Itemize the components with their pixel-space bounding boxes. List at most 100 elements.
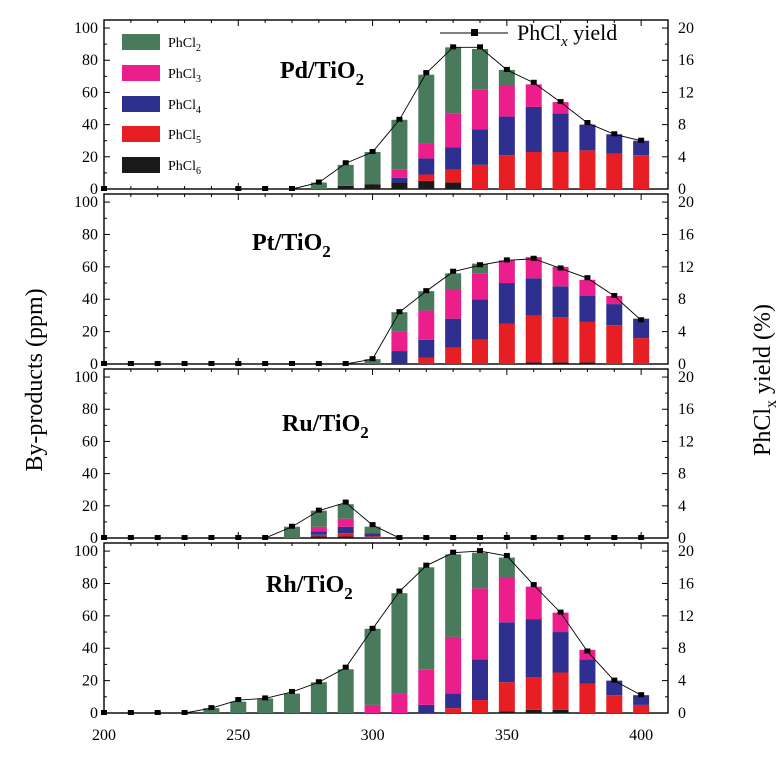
- yield-point: [396, 116, 403, 122]
- yield-point: [315, 361, 322, 366]
- yield-point: [450, 44, 457, 50]
- legend-swatch-phcl5: [122, 126, 160, 142]
- right-tick-label: 0: [678, 705, 686, 722]
- bar-phcl5: [498, 323, 515, 364]
- right-tick-label: 0: [678, 181, 686, 198]
- yield-point: [477, 535, 483, 540]
- bar-phcl3: [525, 586, 542, 620]
- yield-point: [369, 356, 376, 362]
- panel-title: Pt/TiO2: [252, 230, 331, 261]
- x-tick-label: 200: [92, 727, 116, 744]
- bar-phcl2: [445, 554, 462, 637]
- yield-point: [557, 265, 564, 271]
- bar-phcl5: [364, 536, 381, 538]
- yield-point: [396, 309, 403, 315]
- bar-phcl3: [579, 649, 596, 660]
- bar-phcl2: [284, 693, 300, 713]
- bar-phcl5: [445, 347, 462, 364]
- right-tick-label: 16: [678, 401, 694, 418]
- panels: 020406080100048121620Pd/TiO2020406080100…: [74, 19, 694, 744]
- left-tick-label: 40: [82, 117, 98, 134]
- bar-phcl5: [579, 150, 596, 189]
- bar-phcl5: [525, 315, 542, 363]
- bar-phcl2: [337, 669, 354, 713]
- bar-phcl5: [418, 357, 435, 364]
- left-tick-label: 60: [82, 433, 98, 450]
- bar-phcl4: [418, 158, 435, 175]
- x-tick-label: 300: [361, 727, 385, 744]
- bar-phcl4: [418, 339, 435, 358]
- yield-point: [611, 293, 618, 298]
- bar-phcl4: [310, 531, 327, 535]
- bar-phcl2: [472, 552, 488, 589]
- bar-phcl6: [579, 362, 596, 364]
- bar-phcl3: [525, 257, 542, 279]
- legend-yield-label: PhClx yield: [517, 20, 617, 50]
- bar-phcl2: [310, 182, 327, 189]
- left-tick-label: 60: [82, 84, 98, 101]
- right-tick-label: 8: [678, 291, 686, 308]
- left-tick-label: 80: [82, 401, 98, 418]
- yield-point: [638, 535, 645, 540]
- bar-phcl4: [337, 526, 354, 534]
- bar-phcl4: [579, 124, 596, 151]
- yield-point: [342, 499, 349, 505]
- yield-point: [638, 137, 645, 143]
- bar-phcl3: [606, 296, 623, 305]
- bar-phcl2: [498, 69, 515, 86]
- yield-point: [262, 535, 269, 540]
- yield-point: [423, 70, 430, 76]
- yield-point: [584, 275, 591, 281]
- legend-item-phcl6: PhCl6: [122, 157, 201, 177]
- yield-point: [611, 131, 618, 137]
- bar-phcl3: [498, 260, 515, 284]
- legend-item-phcl2: PhCl2: [122, 34, 201, 54]
- panel-2: 0 20 40 60 80 100 0 4 8 12 16 20 Pt/TiO2: [74, 193, 694, 373]
- left-tick-label: 80: [82, 575, 98, 592]
- yield-point: [235, 186, 242, 191]
- yield-point: [101, 361, 107, 366]
- legend-yield-marker: [471, 29, 478, 36]
- yield-point: [342, 160, 349, 166]
- bar-phcl4: [552, 113, 569, 152]
- bar-phcl4: [552, 632, 569, 673]
- bar-phcl5: [525, 677, 542, 710]
- yield-point: [262, 361, 269, 366]
- legend-swatch-phcl4: [122, 96, 160, 112]
- yield-point: [611, 677, 618, 683]
- bar-phcl5: [579, 321, 596, 363]
- bar-phcl4: [525, 278, 542, 316]
- bar-phcl3: [391, 331, 408, 352]
- bar-phcl3: [418, 310, 435, 340]
- bar-phcl4: [445, 318, 462, 348]
- yield-point: [477, 262, 483, 268]
- left-tick-label: 60: [82, 259, 98, 276]
- bar-phcl3: [579, 279, 596, 296]
- yield-point: [450, 268, 457, 274]
- right-tick-label: 12: [678, 608, 694, 625]
- panel-frame: [103, 193, 669, 365]
- bar-phcl2: [391, 119, 408, 170]
- bar-phcl2: [391, 312, 408, 332]
- bar-phcl4: [606, 680, 623, 696]
- right-tick-label: 20: [678, 543, 694, 560]
- left-tick-label: 20: [82, 673, 98, 690]
- bar-phcl3: [498, 85, 515, 117]
- yield-point: [235, 361, 242, 366]
- bar-phcl5: [310, 534, 327, 537]
- bar-phcl3: [337, 518, 354, 527]
- bar-phcl6: [391, 182, 408, 189]
- yield-point: [181, 361, 188, 366]
- bar-phcl6: [552, 709, 569, 713]
- yield-point: [396, 588, 403, 594]
- right-tick-label: 12: [678, 259, 694, 276]
- bar-phcl2: [418, 74, 435, 144]
- left-tick-label: 0: [90, 530, 98, 547]
- right-tick-label: 12: [678, 84, 694, 101]
- yield-point: [369, 522, 376, 528]
- bar-phcl3: [472, 273, 488, 300]
- yield-point: [611, 535, 618, 540]
- bar-phcl2: [472, 263, 488, 274]
- bar-phcl6: [445, 182, 462, 189]
